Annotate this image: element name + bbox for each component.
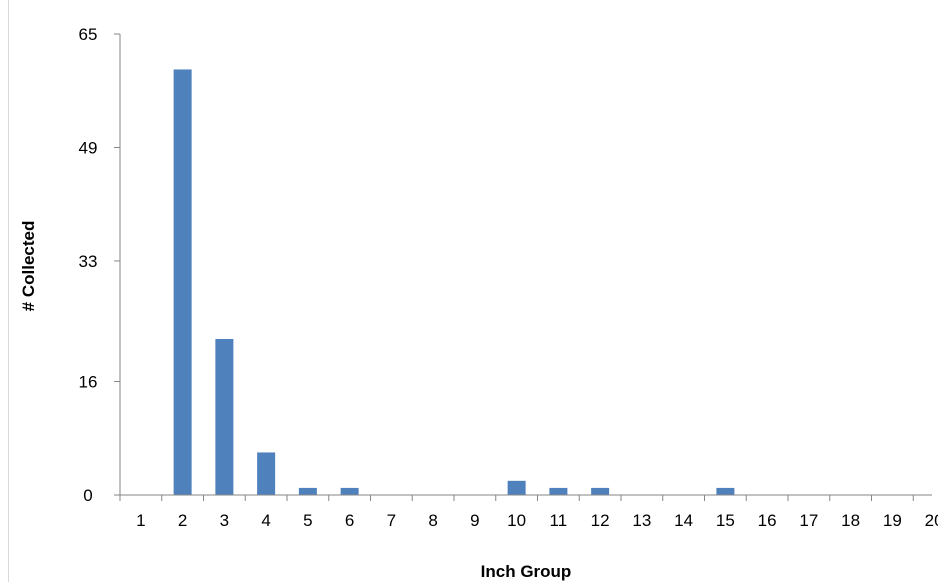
x-tick-label: 3 [220, 511, 229, 530]
ticks-group [114, 33, 914, 501]
x-tick-label: 2 [178, 511, 187, 530]
y-tick-label: 49 [79, 138, 98, 157]
x-tick-label: 11 [550, 511, 568, 530]
x-tick-label: 9 [470, 511, 479, 530]
x-tick-label: 20 [925, 511, 938, 530]
x-tick-label: 8 [428, 511, 437, 530]
x-tick-label: 4 [261, 511, 270, 530]
x-axis-title: Inch Group [481, 562, 572, 581]
y-tick-label: 0 [83, 486, 92, 505]
axes-group [119, 34, 932, 496]
x-tick-label: 15 [716, 511, 735, 530]
x-tick-label: 17 [799, 511, 818, 530]
x-tick-label: 16 [758, 511, 777, 530]
bar-5 [298, 487, 317, 495]
y-tick-label: 33 [79, 252, 98, 271]
x-tick-label: 1 [136, 511, 145, 530]
x-tick-label: 7 [387, 511, 396, 530]
bar-4 [257, 452, 276, 495]
x-tick-label: 6 [345, 511, 354, 530]
y-tick-label: 65 [79, 25, 98, 44]
x-tick-label: 19 [883, 511, 902, 530]
bar-11 [549, 487, 568, 495]
bar-2 [173, 69, 192, 496]
x-tick-label: 14 [674, 511, 693, 530]
labels-group: 0163349651234567891011121314151617181920 [79, 25, 938, 530]
bar-12 [591, 487, 610, 495]
x-tick-label: 13 [632, 511, 651, 530]
bar-6 [340, 487, 359, 495]
bar-3 [215, 338, 234, 495]
y-axis-title: # Collected [19, 221, 38, 312]
bar-10 [507, 480, 526, 495]
y-tick-label: 16 [79, 373, 98, 392]
x-tick-label: 18 [841, 511, 860, 530]
bars-group [173, 69, 735, 496]
x-tick-label: 12 [591, 511, 610, 530]
bar-15 [716, 487, 735, 495]
frame-border [8, 0, 9, 582]
x-tick-label: 5 [303, 511, 312, 530]
x-tick-label: 10 [507, 511, 526, 530]
